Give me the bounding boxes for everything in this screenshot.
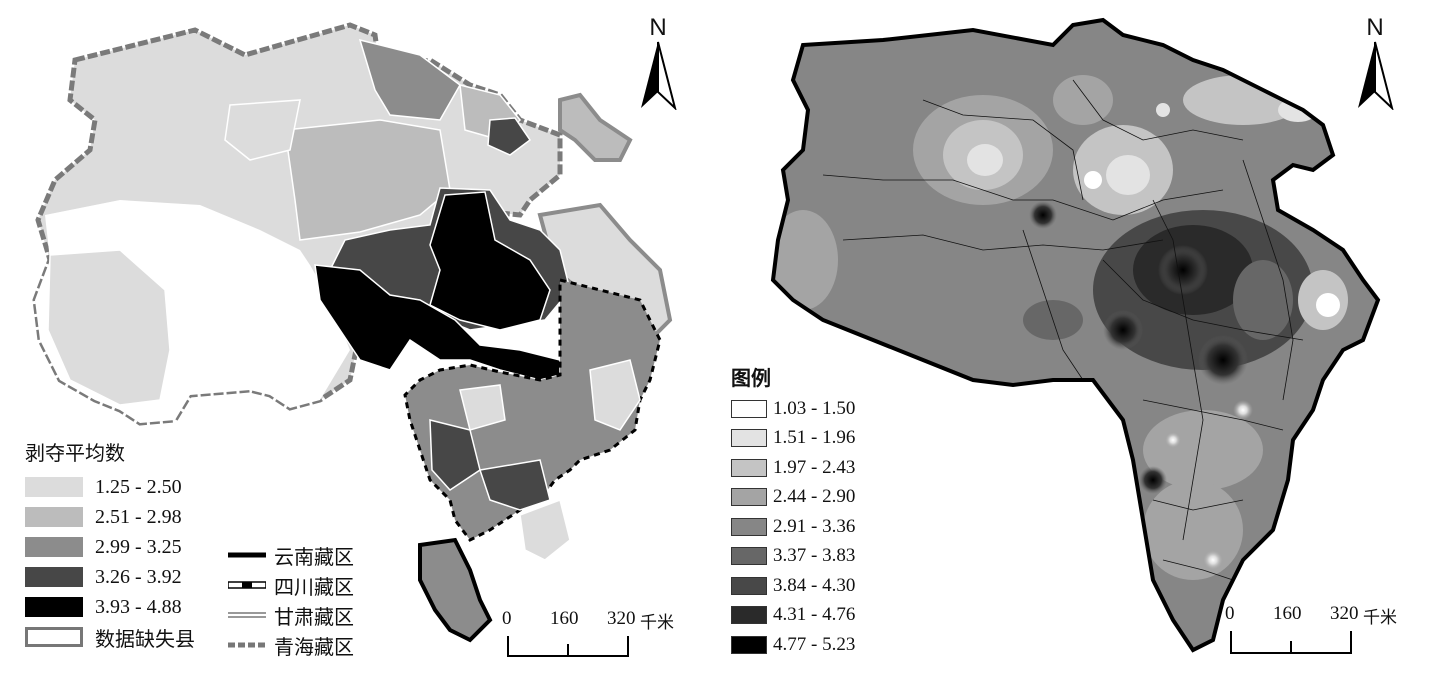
legend-item: 1.25 - 2.50 xyxy=(25,472,195,502)
legend-item: 数据缺失县 xyxy=(25,622,195,652)
scale-bar-line xyxy=(507,636,629,657)
scale-tick: 0 xyxy=(1225,603,1235,624)
sichuan-light-3 xyxy=(519,499,571,561)
sichuan-light-1 xyxy=(589,359,641,431)
dashed-line-symbol xyxy=(228,581,266,589)
scale-unit: 千米 xyxy=(640,613,674,632)
legend-item: 3.26 - 3.92 xyxy=(25,562,195,592)
light-county-southwest xyxy=(47,249,171,406)
scale-tick: 160 xyxy=(550,608,579,629)
left-legend-title: 剥夺平均数 xyxy=(25,443,125,465)
right-interpolated-map xyxy=(770,17,1381,653)
left-scale-bar: 0 160 320 千米 xyxy=(500,608,680,666)
scale-bar-line xyxy=(1230,631,1352,654)
light-gray-central-2 xyxy=(224,99,301,161)
black-core-counties xyxy=(429,191,551,331)
gray-dashed-symbol xyxy=(228,642,266,648)
legend-swatch xyxy=(731,517,767,536)
north-arrow: N xyxy=(633,16,683,115)
legend-swatch xyxy=(25,477,83,497)
sichuan-light-2 xyxy=(459,384,506,431)
scale-tick: 320 xyxy=(1330,603,1359,624)
gray-counties-north xyxy=(358,38,461,121)
zone-legend-item: 青海藏区 xyxy=(228,630,354,660)
north-arrow-icon xyxy=(641,41,677,112)
double-line-symbol xyxy=(228,612,266,618)
legend-item: 3.84 - 4.30 xyxy=(731,571,855,601)
yunnan-zone xyxy=(418,537,493,643)
north-label: N xyxy=(1366,14,1384,41)
legend-item: 2.91 - 3.36 xyxy=(731,512,855,542)
left-choropleth-map xyxy=(32,22,673,643)
gansu-corridor xyxy=(558,92,633,162)
legend-item: 2.99 - 3.25 xyxy=(25,532,195,562)
legend-swatch xyxy=(731,399,767,418)
legend-item: 1.97 - 2.43 xyxy=(731,453,855,483)
legend-swatch xyxy=(731,547,767,566)
legend-item: 1.51 - 1.96 xyxy=(731,424,855,454)
left-map-panel: N 剥夺平均数 1.25 - 2.50 2.51 - 2.98 2.99 - 3… xyxy=(0,0,720,677)
solid-line-symbol xyxy=(228,552,266,558)
legend-swatch xyxy=(731,429,767,448)
right-map-panel: N 图例 1.03 - 1.50 1.51 - 1.96 1.97 - 2.43… xyxy=(723,0,1446,677)
north-arrow-icon xyxy=(1358,41,1394,112)
legend-swatch xyxy=(731,458,767,477)
legend-swatch xyxy=(25,537,83,557)
legend-swatch xyxy=(25,507,83,527)
legend-item: 1.03 - 1.50 xyxy=(731,394,855,424)
legend-item: 2.44 - 2.90 xyxy=(731,483,855,513)
right-legend-title: 图例 xyxy=(731,368,771,390)
legend-item: 2.51 - 2.98 xyxy=(25,502,195,532)
sichuan-dark-1 xyxy=(429,419,481,491)
sichuan-dark-2 xyxy=(479,459,551,511)
scale-tick: 160 xyxy=(1273,603,1302,624)
legend-item: 4.31 - 4.76 xyxy=(731,601,855,631)
legend-item: 3.93 - 4.88 xyxy=(25,592,195,622)
scale-tick: 0 xyxy=(502,608,512,629)
legend-swatch xyxy=(731,606,767,625)
legend-swatch xyxy=(731,488,767,507)
legend-swatch xyxy=(25,567,83,587)
right-legend: 图例 1.03 - 1.50 1.51 - 1.96 1.97 - 2.43 2… xyxy=(731,362,855,660)
zone-legend: 云南藏区 四川藏区 甘肃藏区 青海藏区 xyxy=(228,540,354,660)
legend-swatch xyxy=(731,576,767,595)
dark-county-ne xyxy=(487,117,532,156)
zone-legend-item: 四川藏区 xyxy=(228,570,354,600)
north-label: N xyxy=(649,14,667,41)
legend-swatch xyxy=(731,635,767,654)
zone-legend-item: 云南藏区 xyxy=(228,540,354,570)
legend-swatch xyxy=(25,597,83,617)
scale-unit: 千米 xyxy=(1363,608,1397,627)
north-arrow: N xyxy=(1350,16,1400,115)
scale-tick: 320 xyxy=(607,608,636,629)
legend-swatch xyxy=(25,627,83,647)
zone-legend-item: 甘肃藏区 xyxy=(228,600,354,630)
right-scale-bar: 0 160 320 千米 xyxy=(1223,603,1423,663)
legend-item: 3.37 - 3.83 xyxy=(731,542,855,572)
light-gray-central xyxy=(284,119,451,241)
legend-item: 4.77 - 5.23 xyxy=(731,630,855,660)
study-area-outline xyxy=(770,17,1381,653)
left-legend: 剥夺平均数 1.25 - 2.50 2.51 - 2.98 2.99 - 3.2… xyxy=(25,437,195,652)
